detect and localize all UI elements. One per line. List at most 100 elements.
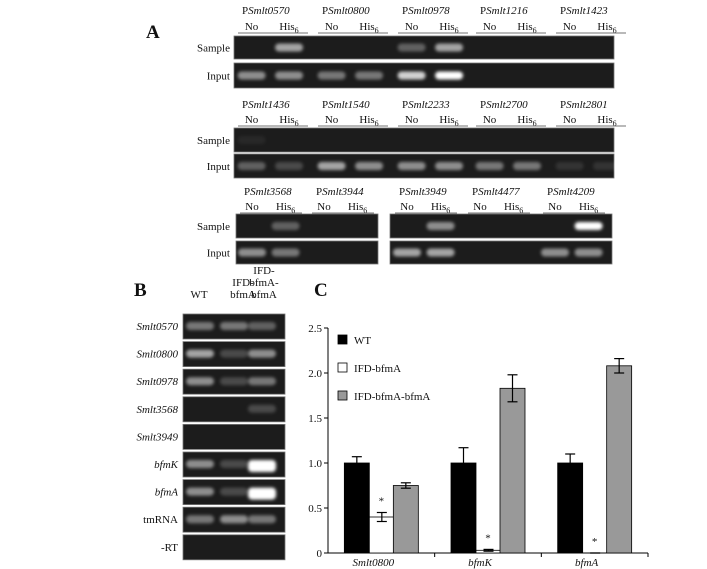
gel-band — [275, 71, 304, 80]
significance-mark: * — [485, 532, 491, 544]
lane-label: No — [325, 21, 339, 33]
promoter-label: PSmlt2801 — [560, 99, 608, 111]
promoter-gene: Smlt0570 — [248, 5, 290, 17]
y-tick-label: 1.5 — [308, 413, 322, 425]
lane-text: His — [359, 21, 374, 33]
promoter-gene: Smlt4477 — [478, 186, 520, 198]
panel-label: A — [146, 22, 160, 43]
promoter-prefix: P — [547, 186, 553, 198]
row-label: Input — [207, 161, 230, 173]
lane-text: His — [597, 114, 612, 126]
legend-swatch — [337, 362, 348, 373]
promoter-gene: Smlt0978 — [408, 5, 450, 17]
promoter-label: PSmlt1216 — [480, 5, 528, 17]
gel — [233, 127, 615, 153]
error-bar — [614, 358, 625, 374]
promoter-gene: Smlt1423 — [566, 5, 608, 17]
x-tick-label: bfmA — [575, 557, 599, 569]
lane-label: His6 — [579, 201, 598, 215]
lane-label: No — [400, 201, 414, 213]
gel-band — [220, 349, 248, 358]
lane-text: His — [597, 21, 612, 33]
gel-band — [397, 43, 426, 52]
promoter-label: PSmlt4477 — [472, 186, 520, 198]
lane-label: His6 — [348, 201, 367, 215]
lane-label: No — [405, 114, 419, 126]
row-label: Smlt3568 — [136, 404, 178, 416]
lane-sub: 6 — [291, 206, 295, 215]
gel-band — [220, 460, 248, 468]
gel-band — [317, 162, 346, 170]
panel-label: B — [134, 280, 147, 301]
panel-label: C — [314, 280, 328, 301]
lane-sub: 6 — [446, 206, 450, 215]
lane-text: His — [439, 114, 454, 126]
legend-label: WT — [354, 335, 371, 347]
lane-text: His — [359, 114, 374, 126]
lane-label: His6 — [276, 201, 295, 215]
lane-label: His6 — [517, 114, 536, 128]
promoter-gene: Smlt1436 — [248, 99, 290, 111]
gel — [235, 240, 379, 265]
promoter-gene: Smlt2233 — [408, 99, 450, 111]
y-tick-label: 1.0 — [308, 458, 322, 470]
promoter-gene: Smlt4209 — [553, 186, 595, 198]
promoter-prefix: P — [322, 5, 328, 17]
promoter-gene: Smlt3944 — [322, 186, 364, 198]
gel-band — [317, 71, 346, 80]
y-tick-label: 0 — [317, 548, 323, 560]
gel-band — [248, 515, 276, 524]
bar — [499, 387, 526, 554]
gel-band — [186, 322, 214, 330]
lane-sub: 6 — [533, 26, 537, 35]
lane-text: His — [439, 21, 454, 33]
row-label: Input — [207, 248, 230, 260]
column-label: IFD- — [232, 277, 254, 289]
lane-label: No — [548, 201, 562, 213]
promoter-prefix: P — [480, 5, 486, 17]
gel-band — [186, 515, 214, 524]
significance-mark: * — [592, 536, 598, 548]
promoter-gene: Smlt0800 — [328, 5, 370, 17]
promoter-prefix: P — [399, 186, 405, 198]
lane-label: His6 — [517, 21, 536, 35]
column-label: IFD- — [253, 265, 275, 277]
lane-text: His — [279, 114, 294, 126]
lane-sub: 6 — [455, 26, 459, 35]
legend-label: IFD-bfmA — [354, 363, 401, 375]
gel — [389, 240, 613, 265]
promoter-prefix: P — [322, 99, 328, 111]
lane-text: His — [276, 201, 291, 213]
promoter-prefix: P — [244, 186, 250, 198]
promoter-prefix: P — [560, 5, 566, 17]
bar — [606, 365, 633, 554]
error-bar — [507, 374, 518, 403]
lane-label: No — [245, 201, 259, 213]
gel-band — [555, 162, 584, 170]
row-label: -RT — [161, 542, 178, 554]
row-label: Smlt0800 — [136, 349, 178, 361]
row-label: tmRNA — [143, 514, 178, 526]
gel-band — [248, 404, 276, 413]
gel-band — [574, 222, 603, 230]
promoter-prefix: P — [480, 99, 486, 111]
legend-label: IFD-bfmA-bfmA — [354, 391, 430, 403]
promoter-gene: Smlt2700 — [486, 99, 528, 111]
gel-band — [475, 162, 504, 170]
lane-sub: 6 — [295, 119, 299, 128]
lane-label: His6 — [279, 114, 298, 128]
gel — [182, 423, 286, 450]
row-label: bfmA — [155, 487, 179, 499]
error-bar — [351, 456, 362, 470]
lane-text: His — [348, 201, 363, 213]
gel-band — [271, 248, 300, 257]
lane-label: No — [245, 114, 259, 126]
lane-text: His — [517, 114, 532, 126]
gel-band — [393, 248, 421, 257]
gel-band — [220, 322, 248, 330]
gel-band — [397, 162, 426, 170]
lane-label: His6 — [439, 114, 458, 128]
gel-band — [248, 460, 276, 472]
y-tick-label: 0.5 — [308, 503, 322, 515]
